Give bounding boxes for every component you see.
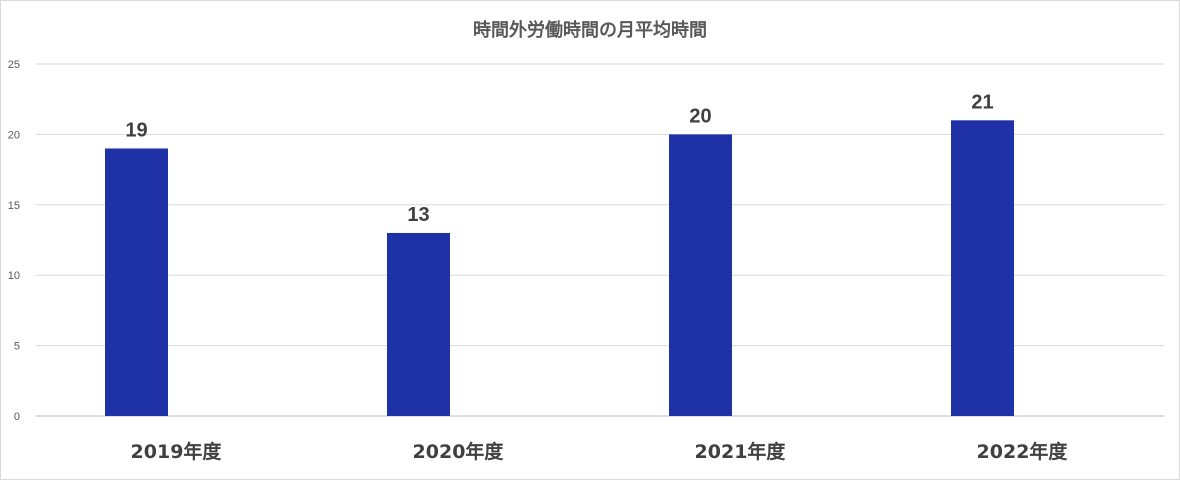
x-tick-label-2019年度: 2019年度 (131, 440, 223, 463)
data-label-2020年度: 13 (407, 204, 429, 226)
x-tick-label-2020年度: 2020年度 (413, 440, 505, 463)
x-tick-label-2022年度: 2022年度 (977, 440, 1069, 463)
y-tick-label-0: 0 (14, 411, 20, 423)
chart-title: 時間外労働時間の月平均時間 (473, 20, 707, 41)
y-tick-label-25: 25 (8, 59, 20, 71)
y-tick-label-15: 15 (8, 200, 20, 212)
data-label-2021年度: 20 (689, 105, 711, 127)
bar-2019年度 (105, 148, 168, 417)
bars (105, 120, 1014, 417)
x-axis-ticks: 2019年度 2020年度 2021年度 2022年度 (131, 440, 1069, 463)
y-tick-label-10: 10 (8, 270, 20, 282)
bar-2021年度 (669, 134, 732, 416)
y-tick-label-5: 5 (14, 341, 20, 353)
x-tick-label-2021年度: 2021年度 (695, 440, 787, 463)
y-tick-label-20: 20 (8, 129, 20, 141)
bar-2022年度 (951, 120, 1014, 416)
data-labels: 19 13 20 21 (125, 91, 993, 226)
data-label-2022年度: 21 (971, 91, 993, 113)
bar-2020年度 (387, 232, 450, 416)
data-label-2019年度: 19 (125, 119, 147, 141)
y-axis-ticks: 0 5 10 15 20 25 (8, 59, 20, 423)
